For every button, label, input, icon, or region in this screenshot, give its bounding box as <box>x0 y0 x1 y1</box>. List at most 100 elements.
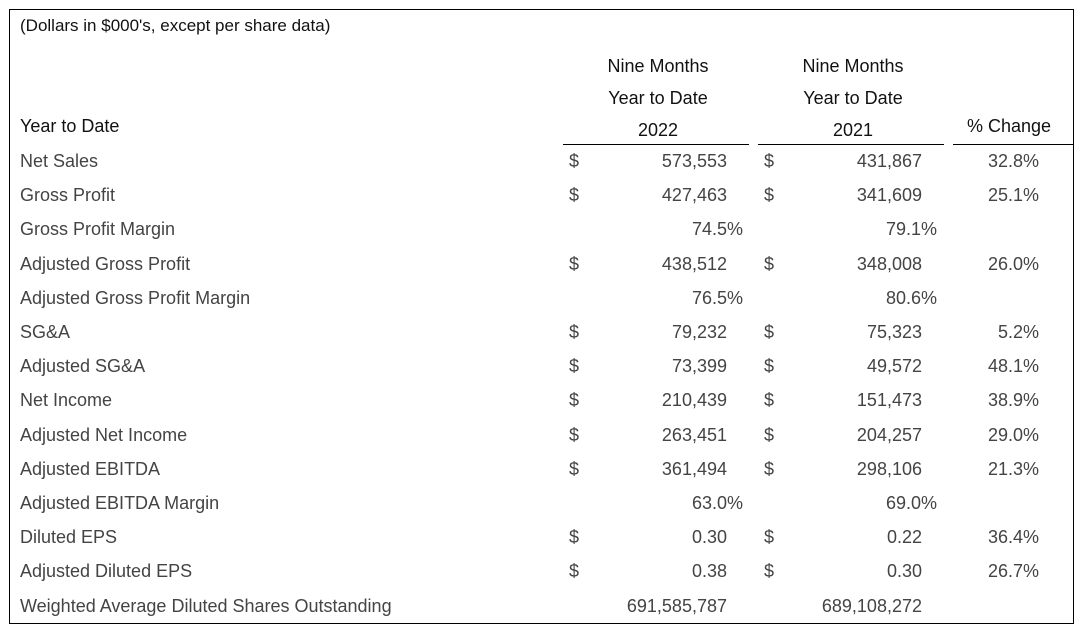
col-2022-header: Nine Months Year to Date 2022 <box>563 50 753 146</box>
row-label-header: Year to Date <box>20 116 120 136</box>
percent-change: 26.7% <box>987 561 1039 582</box>
value-2021: 431,867 <box>856 151 922 171</box>
value-2021: 0.22 <box>886 527 922 548</box>
col-2021-header: Nine Months Year to Date 2021 <box>758 50 948 146</box>
table-row: Gross Profit $427,463 $341,609 25.1% <box>10 178 1073 212</box>
col-2021-line1: Nine Months <box>802 56 904 76</box>
col-2022-line1: Nine Months <box>607 56 709 76</box>
dollar-sign-2021: $ <box>764 561 775 582</box>
row-label: Adjusted Gross Profit <box>20 253 191 274</box>
value-2021: 204,257 <box>856 424 922 445</box>
table-row: Adjusted SG&A $73,399 $49,572 48.1% <box>10 349 1073 383</box>
percent-change: 26.0% <box>987 253 1039 274</box>
value-2021: 0.30 <box>886 561 922 582</box>
value-2021: 49,572 <box>866 356 922 377</box>
value-2022: 0.30 <box>691 527 727 548</box>
row-label: Adjusted EBITDA <box>20 458 161 479</box>
col-2022-line2: Year to Date <box>608 88 708 108</box>
dollar-sign-2021: $ <box>764 253 775 274</box>
row-label: Gross Profit <box>20 185 116 206</box>
dollar-sign-2021: $ <box>764 151 775 171</box>
value-2022: 210,439 <box>661 390 727 411</box>
table-row: Adjusted EBITDA $361,494 $298,106 21.3% <box>10 452 1073 486</box>
dollar-sign-2021: $ <box>764 390 775 411</box>
value-2021: 75,323 <box>866 322 922 342</box>
table-row: Adjusted Net Income $263,451 $204,257 29.0% <box>10 418 1073 452</box>
margin-2021: 69.0% <box>885 493 937 513</box>
row-label: Net Income <box>20 390 113 411</box>
value-2022: 361,494 <box>661 458 727 479</box>
col-2022-year: 2022 <box>637 120 679 140</box>
change-header: % Change <box>966 116 1052 136</box>
dollar-sign-2022: $ <box>569 322 580 342</box>
value-2021: 151,473 <box>856 390 922 411</box>
units-note: (Dollars in $000's, except per share dat… <box>20 16 331 35</box>
percent-change: 38.9% <box>987 390 1039 411</box>
percent-change: 21.3% <box>987 458 1039 479</box>
value-2022: 79,232 <box>671 322 727 342</box>
dollar-sign-2021: $ <box>764 322 775 342</box>
table-row: Net Sales $573,553 $431,867 32.8% <box>10 144 1073 178</box>
header-rule-change <box>953 144 1074 145</box>
row-label: Adjusted Gross Profit Margin <box>20 287 251 308</box>
percent-change: 5.2% <box>997 322 1039 342</box>
value-2022: 573,553 <box>661 151 727 171</box>
margin-2022: 76.5% <box>691 287 743 308</box>
table-row: Adjusted Gross Profit Margin 76.5% 80.6% <box>10 281 1073 315</box>
dollar-sign-2021: $ <box>764 527 775 548</box>
value-2022: 263,451 <box>661 424 727 445</box>
dollar-sign-2021: $ <box>764 424 775 445</box>
col-2021-year: 2021 <box>832 120 874 140</box>
row-label: Gross Profit Margin <box>20 219 176 240</box>
shares-2021: 689,108,272 <box>821 595 922 616</box>
dollar-sign-2022: $ <box>569 561 580 582</box>
table-row: Gross Profit Margin 74.5% 79.1% <box>10 212 1073 246</box>
dollar-sign-2021: $ <box>764 185 775 206</box>
dollar-sign-2022: $ <box>569 356 580 377</box>
row-label: Adjusted Net Income <box>20 424 188 445</box>
dollar-sign-2022: $ <box>569 458 580 479</box>
dollar-sign-2021: $ <box>764 356 775 377</box>
margin-2022: 63.0% <box>691 493 743 513</box>
value-2022: 0.38 <box>691 561 727 582</box>
value-2022: 438,512 <box>661 253 727 274</box>
table-row: Adjusted EBITDA Margin 63.0% 69.0% <box>10 486 1073 520</box>
table-row: Diluted EPS $0.30 $0.22 36.4% <box>10 520 1073 554</box>
percent-change: 25.1% <box>987 185 1039 206</box>
margin-2021: 80.6% <box>885 287 937 308</box>
table-row: Adjusted Diluted EPS $0.38 $0.30 26.7% <box>10 554 1073 588</box>
row-label: Adjusted SG&A <box>20 356 146 377</box>
row-label: Diluted EPS <box>20 527 118 548</box>
dollar-sign-2022: $ <box>569 527 580 548</box>
row-label: Net Sales <box>20 151 99 171</box>
table-row: SG&A $79,232 $75,323 5.2% <box>10 315 1073 349</box>
shares-2022: 691,585,787 <box>626 595 727 616</box>
dollar-sign-2022: $ <box>569 151 580 171</box>
row-label: Adjusted EBITDA Margin <box>20 493 220 513</box>
value-2022: 73,399 <box>671 356 727 377</box>
value-2021: 348,008 <box>856 253 922 274</box>
dollar-sign-2021: $ <box>764 458 775 479</box>
table-row: Adjusted Gross Profit $438,512 $348,008 26.… <box>10 247 1073 281</box>
percent-change: 32.8% <box>987 151 1039 171</box>
header-rule-2021 <box>758 144 944 145</box>
row-label: Adjusted Diluted EPS <box>20 561 193 582</box>
col-2021-line2: Year to Date <box>803 88 903 108</box>
percent-change: 36.4% <box>987 527 1039 548</box>
row-label: Weighted Average Diluted Shares Outstand… <box>20 595 392 616</box>
row-label: SG&A <box>20 322 71 342</box>
value-2021: 341,609 <box>856 185 922 206</box>
dollar-sign-2022: $ <box>569 253 580 274</box>
financial-table: (Dollars in $000's, except per share dat… <box>9 9 1074 624</box>
margin-2021: 79.1% <box>885 219 937 240</box>
value-2021: 298,106 <box>856 458 922 479</box>
dollar-sign-2022: $ <box>569 185 580 206</box>
dollar-sign-2022: $ <box>569 390 580 411</box>
dollar-sign-2022: $ <box>569 424 580 445</box>
header-rule-2022 <box>563 144 749 145</box>
value-2022: 427,463 <box>661 185 727 206</box>
table-row: Weighted Average Diluted Shares Outstand… <box>10 589 1073 623</box>
table-row: Net Income $210,439 $151,473 38.9% <box>10 383 1073 417</box>
percent-change: 29.0% <box>987 424 1039 445</box>
margin-2022: 74.5% <box>691 219 743 240</box>
